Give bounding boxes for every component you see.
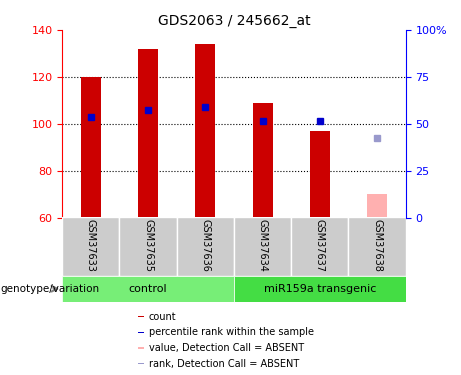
Bar — [253, 103, 272, 218]
Bar — [62, 217, 119, 276]
Text: control: control — [129, 284, 167, 294]
Text: GSM37638: GSM37638 — [372, 219, 382, 272]
Bar — [310, 131, 330, 218]
Bar — [234, 217, 291, 276]
Bar — [234, 276, 406, 302]
Bar — [367, 194, 387, 217]
Bar — [62, 276, 234, 302]
Text: count: count — [149, 312, 177, 322]
Bar — [138, 363, 144, 364]
Bar — [138, 49, 158, 217]
Text: GSM37635: GSM37635 — [143, 219, 153, 272]
Bar — [81, 77, 101, 218]
Text: GSM37634: GSM37634 — [258, 219, 267, 272]
Text: GSM37637: GSM37637 — [315, 219, 325, 272]
Bar — [349, 217, 406, 276]
Bar — [138, 316, 144, 317]
Bar — [119, 217, 177, 276]
Bar — [291, 217, 349, 276]
Text: value, Detection Call = ABSENT: value, Detection Call = ABSENT — [149, 343, 304, 353]
Text: percentile rank within the sample: percentile rank within the sample — [149, 327, 314, 337]
Bar — [138, 332, 144, 333]
Text: GSM37633: GSM37633 — [86, 219, 96, 272]
Bar — [138, 347, 144, 349]
Text: genotype/variation: genotype/variation — [0, 284, 99, 294]
Text: rank, Detection Call = ABSENT: rank, Detection Call = ABSENT — [149, 358, 299, 369]
Text: GSM37636: GSM37636 — [201, 219, 210, 272]
Title: GDS2063 / 245662_at: GDS2063 / 245662_at — [158, 13, 310, 28]
Bar — [195, 44, 215, 218]
Bar — [177, 217, 234, 276]
Text: miR159a transgenic: miR159a transgenic — [264, 284, 376, 294]
